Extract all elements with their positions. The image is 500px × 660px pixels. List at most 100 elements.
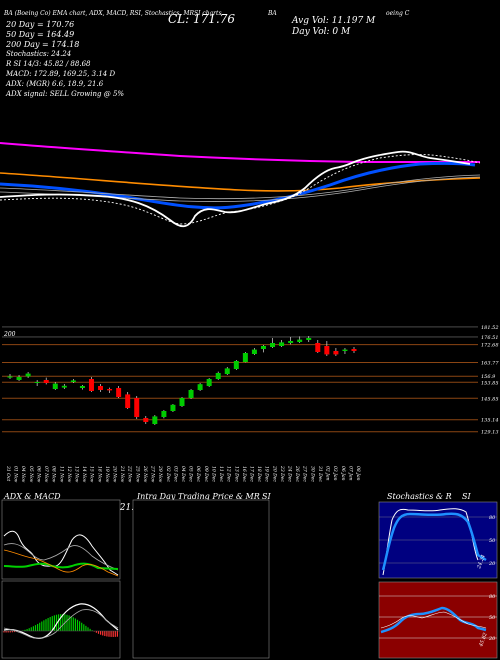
avg-volume: Avg Vol: 11.197 M [292,16,376,26]
rsi-axis-80: 80 [489,594,496,600]
candle-body [224,368,230,374]
day-volume: Day Vol: 0 M [292,27,351,37]
rsi-value: 45.82 [478,632,489,648]
date-axis-label: 31 Oct [5,466,11,481]
candle-body [125,394,131,408]
ema50-stat: 50 Day = 164.49 [6,30,75,39]
date-axis-label: 16 Dec [241,466,247,482]
grey-line-1 [0,174,481,200]
candle-body [134,398,140,417]
macd-histogram [3,614,119,637]
date-axis-label: 08 Nov [51,466,57,483]
candle-body [170,404,176,411]
candle-body [79,386,85,388]
rsi-axis-20: 20 [488,636,496,642]
price-axis-label: 153.85 [481,380,499,386]
candle-body [7,376,13,378]
price-axis-label: 135.14 [481,418,499,424]
date-axis-label: 01 Nov [13,466,19,483]
date-axis-label: 07 Jan [347,466,353,481]
date-axis-label: 03 Dec [172,466,178,482]
price-axis-label: 129.13 [481,430,499,436]
candle-body [306,338,312,340]
date-axis-label: 30 Dec [309,466,315,482]
minus-di-line [3,549,119,577]
price-axis-label: 163.77 [481,360,499,366]
date-axis-label: 27 Dec [302,465,308,482]
ema20-stat: 20 Day = 170.76 [6,20,75,29]
date-axis-label: 06 Nov [35,466,41,483]
candle-body [43,380,49,383]
adx-panel-title: ADX & MACD [4,492,61,501]
level-200-label: 200 [4,331,16,338]
candle-body [270,343,276,347]
stoch-panel-title: Stochastics & R [387,492,452,501]
chart-header-line: BA (Boeing Co) EMA chart, ADX, MACD, RSI… [4,10,222,17]
date-axis-label: 25 Nov [134,465,140,483]
date-axis-label: 03 Jan [332,466,338,481]
stoch-axis-50: 50 [489,538,496,544]
macd-line [3,603,119,639]
candle-body [297,339,303,342]
rsi-axis-50: 50 [489,615,496,621]
date-axis: 31 Oct 01 Nov 04 Nov 05 Nov 06 Nov 07 Nov 08 N… [5,465,361,483]
ema200-stat: 200 Day = 174.18 [6,40,80,49]
ema20-line [0,150,471,228]
date-axis-label: 07 Nov [43,466,49,483]
adx-stat: ADX: (MGR) 6.6, 18.9, 21.6 [6,80,104,88]
price-axis-label: 172.68 [481,343,499,349]
date-axis-label: 19 Dec [264,466,270,482]
ema20-dashed-line [0,154,481,225]
date-axis-label: 31 Dec [317,466,323,482]
date-axis-label: 24 Dec [287,465,293,482]
date-axis-label: 13 Nov [73,466,79,483]
date-axis-label: 06 Dec [195,466,201,482]
date-axis-label: 20 Nov [112,465,118,483]
date-axis-label: 04 Nov [20,466,26,483]
price-axis-label: 145.85 [481,396,499,402]
candle-body [98,386,104,390]
price-axis-label: 181.52 [481,325,499,331]
date-axis-label: 12 Dec [226,466,232,482]
date-axis-label: 04 Dec [180,466,186,482]
date-axis-label: 11 Nov [58,466,64,483]
candle-body [351,349,357,351]
date-axis-label: 02 Dec [165,466,171,482]
stoch-panel-si: SI [462,492,471,501]
candle-body [197,384,203,390]
date-axis-label: 23 Dec [279,465,285,482]
stoch-axis-80: 80 [489,515,496,521]
candle-body [206,379,212,386]
date-axis-label: 02 Jan [325,466,331,481]
date-axis-label: 22 Nov [127,465,133,483]
candle-body [143,418,149,422]
stochastics-d-line [381,512,487,571]
date-axis-label: 20 Dec [271,465,277,482]
candle-body [152,416,158,424]
candle-body [61,385,67,388]
candle-body [161,411,167,417]
rsi-stat: R SI 14/3: 45.82 / 88.68 [6,60,91,68]
date-axis-label: 05 Nov [28,466,34,483]
candle-body [107,389,113,391]
candle-body [116,388,122,397]
candle-body [315,343,321,352]
adx-line-grey [3,543,119,571]
candle-body [16,377,22,380]
date-axis-label: 27 Nov [150,465,156,483]
date-axis-label: 14 Nov [81,466,87,483]
candle-body [242,353,248,362]
candle-body [324,346,330,355]
close-price: CL: 171.76 [168,12,235,26]
intraday-panel [132,499,270,659]
date-axis-label: 12 Nov [66,466,72,483]
candle-body [288,341,294,343]
date-axis-label: 18 Nov [96,466,102,483]
price-axis-label: 176.51 [481,335,499,341]
candles [7,336,357,425]
stoch-axis-20: 20 [488,561,496,567]
ema-lines [0,142,481,228]
date-axis-label: 05 Dec [188,466,194,482]
